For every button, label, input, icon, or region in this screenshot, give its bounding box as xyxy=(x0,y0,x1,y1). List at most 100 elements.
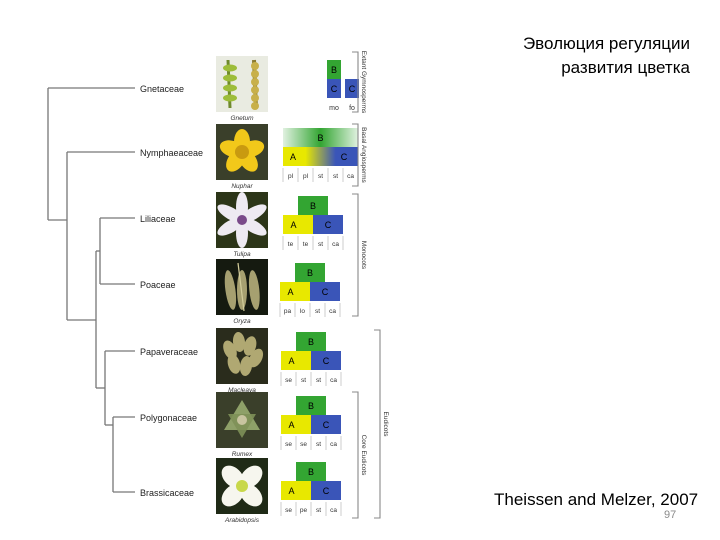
clade-bracket: Extant Gymnosperms xyxy=(352,51,367,114)
class-c-label: C xyxy=(341,152,348,162)
class-c-label: C xyxy=(325,220,332,230)
flower-photo xyxy=(216,392,268,448)
class-c-box xyxy=(327,79,341,98)
floret xyxy=(232,332,246,352)
strobilus xyxy=(223,64,237,72)
abc-model: BC Cmo fo xyxy=(327,60,359,112)
floret xyxy=(239,356,253,376)
clade-label: Eudicots xyxy=(382,412,389,438)
class-c-box xyxy=(311,351,341,370)
abc-model: B A Cte te st ca xyxy=(282,196,344,250)
bracket-line xyxy=(352,123,359,187)
class-ac-gradient xyxy=(283,147,358,166)
whorl-label: pl xyxy=(303,173,309,180)
clade-label: Core Eudicots xyxy=(360,435,367,477)
whorl-label: st xyxy=(318,241,323,248)
citation: Theissen and Melzer, 2007 xyxy=(494,490,699,509)
class-b-box xyxy=(296,332,326,351)
clade-label: Monocots xyxy=(360,241,367,270)
tepal xyxy=(228,414,256,438)
flower-photo xyxy=(216,56,268,112)
class-a-label: A xyxy=(288,356,294,366)
whorl-label: te xyxy=(288,241,294,248)
class-a-box xyxy=(280,282,310,301)
whorl-label: st xyxy=(318,173,323,180)
floret xyxy=(243,336,257,356)
flower-photo xyxy=(216,192,268,248)
awn xyxy=(237,262,245,312)
family-label: Nymphaeaceae xyxy=(140,148,203,158)
genus-label: Oryza xyxy=(233,318,251,325)
strobilus xyxy=(223,74,237,82)
spikelet xyxy=(248,270,260,310)
class-b-label: B xyxy=(310,201,316,211)
whorl-label: ca xyxy=(330,441,337,448)
whorl-label: se xyxy=(285,377,292,384)
taxon-row: Nymphaeaceae Nuphar B A Cpl pl st st ca xyxy=(140,124,358,190)
class-a-label: A xyxy=(290,220,296,230)
floret xyxy=(248,348,264,368)
class-c-label: C xyxy=(323,486,330,496)
abc-model: B A Cse se st ca xyxy=(280,396,342,450)
abc-model: B A Cpa lo st ca xyxy=(279,263,341,317)
genus-label: Rumex xyxy=(232,451,253,458)
title-line-1: Эволюция регуляции xyxy=(522,34,690,53)
photo-background xyxy=(216,56,268,112)
flower-photo xyxy=(216,458,268,514)
genus-label: Macleaya xyxy=(228,387,256,394)
class-b-box xyxy=(298,196,328,215)
class-b-box xyxy=(296,396,326,415)
family-label: Liliaceae xyxy=(140,214,176,224)
class-c-label: C xyxy=(323,420,330,430)
class-a-box xyxy=(281,415,311,434)
whorl-label: st xyxy=(316,507,321,514)
taxon-row: Papaveraceae Macleaya B A Cse st st ca xyxy=(140,328,342,394)
whorl-label: fo xyxy=(349,105,355,112)
genus-label: Nuphar xyxy=(231,183,253,190)
whorl-label: se xyxy=(300,441,307,448)
abc-model: B A Cpl pl st st ca xyxy=(282,128,358,182)
flower-photo xyxy=(216,259,268,315)
slide-title: Эволюция регуляции развития цветка xyxy=(450,32,690,80)
clade-bracket: Monocots xyxy=(352,193,367,317)
clade-bracket: Eudicots xyxy=(374,329,389,519)
flower-center xyxy=(235,145,249,159)
whorl-label: st xyxy=(333,173,338,180)
page-number: 97 xyxy=(664,509,677,521)
bracket-line xyxy=(352,391,359,519)
ovule xyxy=(251,62,259,70)
strobilus xyxy=(223,84,237,92)
whorl-label: ca xyxy=(332,241,339,248)
whorl-label: st xyxy=(316,441,321,448)
spikelet xyxy=(224,270,237,310)
class-a-label: A xyxy=(288,420,294,430)
whorl-label: te xyxy=(303,241,309,248)
class-b-label: B xyxy=(308,337,314,347)
whorl-label: se xyxy=(285,507,292,514)
class-c-box xyxy=(311,481,341,500)
family-label: Poaceae xyxy=(140,280,176,290)
ovule xyxy=(251,78,259,86)
taxon-row: Liliaceae Tulipa B A Cte te st ca xyxy=(140,192,344,258)
genus-label: Arabidopsis xyxy=(224,517,260,524)
bracket-line xyxy=(374,329,381,519)
whorl-label: pa xyxy=(284,308,292,315)
genus-label: Tulipa xyxy=(233,251,251,258)
whorl-label: ca xyxy=(330,507,337,514)
class-a-label: A xyxy=(288,486,294,496)
clade-bracket: Basal Angiosperms xyxy=(352,123,367,187)
title-line-2: развития цветка xyxy=(561,58,690,77)
class-b-label: B xyxy=(308,401,314,411)
whorl-label: ca xyxy=(329,308,336,315)
whorl-label: pl xyxy=(288,173,294,180)
class-c-box xyxy=(313,215,343,234)
class-a-label: A xyxy=(290,152,296,162)
ovule xyxy=(251,102,259,110)
class-b-label: B xyxy=(317,133,323,143)
class-b-label: B xyxy=(307,268,313,278)
whorl-label: ca xyxy=(347,173,354,180)
whorl-label: se xyxy=(285,441,292,448)
bracket-line xyxy=(352,193,359,317)
